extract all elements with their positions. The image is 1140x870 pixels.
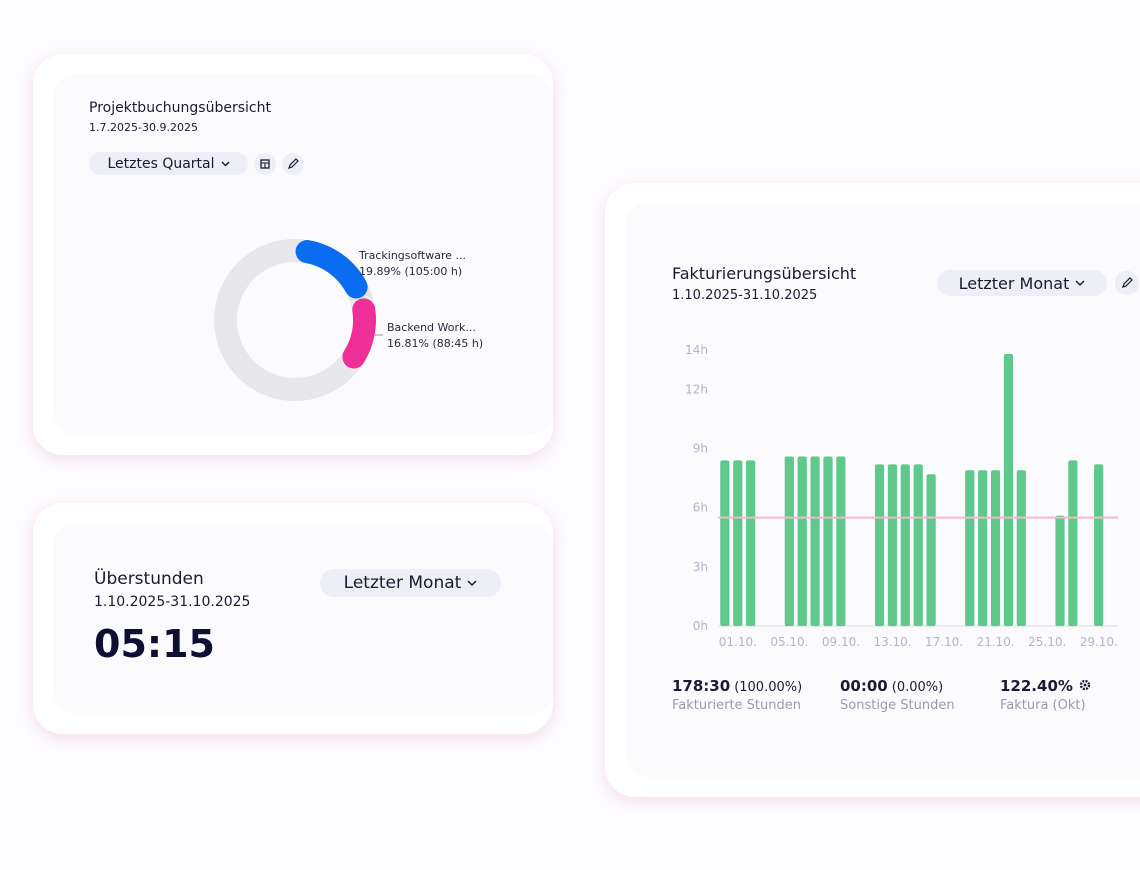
period: Letzter Monat	[958, 273, 1070, 293]
stat: 178:30 (100.00%)	[672, 677, 802, 695]
stat-label: Fakturierte Stunden	[672, 698, 801, 713]
table-button[interactable]	[254, 153, 276, 175]
chevron	[1075, 279, 1085, 286]
table-icon	[260, 159, 270, 169]
chevron	[467, 579, 477, 586]
stat-label: Sonstige Stunden	[840, 698, 955, 713]
billing-card	[605, 183, 1140, 797]
overtime-value: 05:15	[94, 622, 215, 666]
period: Letztes Quartal	[107, 155, 215, 172]
stat-label: Faktura (Okt)	[1000, 698, 1086, 713]
title: Fakturierungsübersicht	[672, 264, 857, 283]
title: Projektbuchungsübersicht	[89, 100, 271, 116]
date-range: 1.10.2025-31.10.2025	[672, 288, 818, 303]
stat: 00:00 (0.00%)	[840, 677, 943, 695]
date-range: 1.7.2025-30.9.2025	[89, 121, 198, 134]
stat-share: (0.00%)	[891, 680, 944, 695]
pencil-icon	[1122, 277, 1133, 288]
panel	[53, 523, 553, 714]
stat: 122.40%	[1000, 677, 1093, 695]
date-range: 1.10.2025-31.10.2025	[94, 594, 251, 610]
edit-button[interactable]	[282, 153, 304, 175]
stat-share: (100.00%)	[734, 680, 803, 695]
period-dropdown[interactable]: Letzter Monat	[320, 569, 501, 597]
period-dropdown[interactable]: Letzter Monat	[937, 270, 1107, 296]
period: Letzter Monat	[343, 573, 462, 593]
edit-button[interactable]	[1115, 271, 1139, 295]
chevron	[221, 161, 230, 166]
stat-value: 122.40%	[1000, 677, 1073, 695]
overtime-card	[33, 503, 553, 734]
stat-value: 178:30	[672, 677, 731, 695]
pencil-icon	[288, 158, 299, 169]
settings-icon[interactable]	[1079, 679, 1093, 691]
title: Überstunden	[94, 569, 204, 589]
period-dropdown[interactable]: Letztes Quartal	[89, 152, 248, 175]
stat-value: 00:00	[840, 677, 888, 695]
